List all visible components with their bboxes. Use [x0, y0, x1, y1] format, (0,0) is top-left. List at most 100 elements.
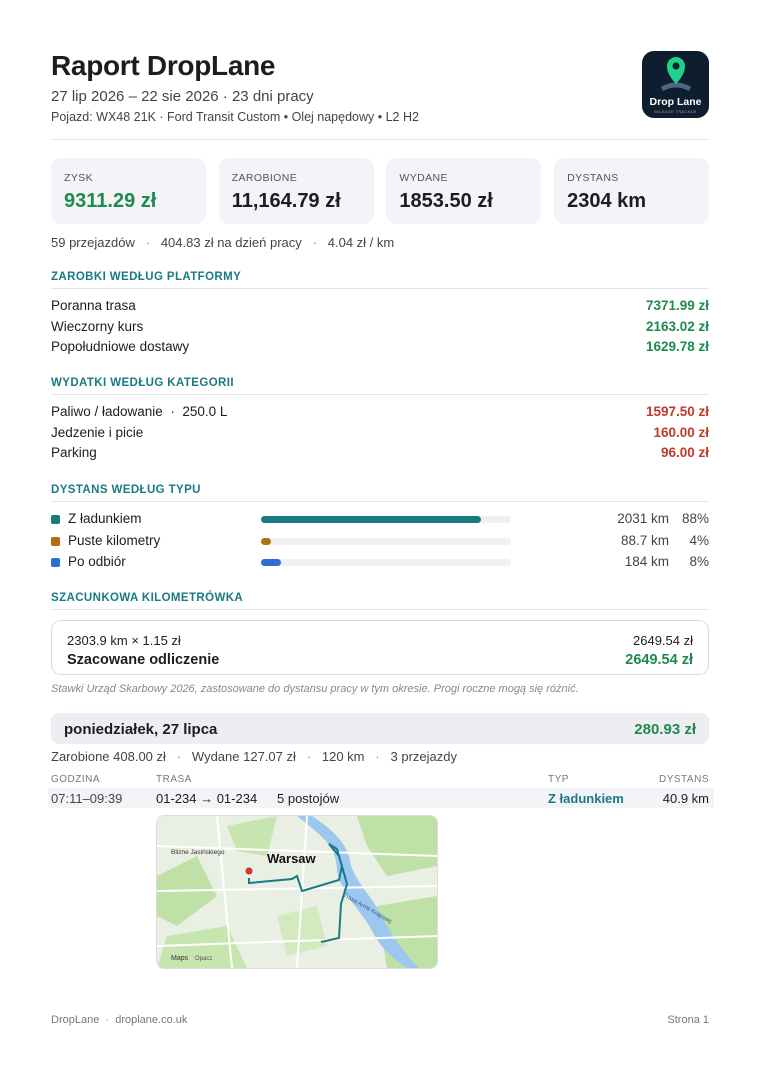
logo-name: Drop Lane — [649, 96, 702, 108]
separator: · — [162, 404, 183, 419]
mileage-note: Stawki Urząd Skarbowy 2026, zastosowane … — [51, 683, 579, 695]
divider — [51, 139, 709, 140]
summary-line: 59 przejazdów · 404.83 zł na dzień pracy… — [51, 235, 394, 250]
separator: · — [301, 235, 328, 250]
separator: · — [165, 749, 192, 764]
expense-label: Jedzenie i picie — [51, 425, 143, 440]
summary-item: droplane.co.uk — [115, 1014, 188, 1026]
kpi-value: 11,164.79 zł — [231, 190, 341, 212]
column-header: DYSTANS — [659, 774, 709, 785]
footer-page: Strona 1 — [667, 1014, 709, 1026]
separator: · — [364, 749, 391, 764]
distance-value: 88.7 km — [620, 532, 669, 548]
deduction-amount: 2649.54 zł — [625, 652, 693, 668]
platform-name: Poranna trasa — [51, 298, 136, 313]
report-title: Raport DropLane — [51, 50, 276, 81]
mileage-box: 2303.9 km × 1.15 zł 2649.54 zł Szacowane… — [51, 620, 709, 675]
summary-item: Zarobione 408.00 zł — [51, 749, 166, 764]
kpi-label: DYSTANS — [567, 172, 619, 184]
decoration — [227, 816, 277, 856]
expense-amount: 160.00 zł — [653, 424, 709, 440]
platform-name: Wieczorny kurs — [51, 318, 144, 334]
trip-type: Z ładunkiem — [548, 791, 624, 806]
summary-item: 404.83 zł na dzień pracy — [160, 235, 302, 250]
distance-share: 8% — [689, 554, 709, 569]
kpi-label: WYDANE — [399, 172, 448, 184]
bar-track — [261, 537, 511, 545]
map-label: Maps — [171, 955, 189, 962]
kpi-label: ZAROBIONE — [231, 172, 298, 184]
platform-amount: 7371.99 zł — [645, 298, 709, 313]
decoration — [245, 867, 253, 875]
decoration — [157, 926, 247, 968]
logo-tagline: MILEAGE TRACKER — [654, 109, 697, 114]
distance-bar — [261, 537, 271, 545]
expense-amount: 1597.50 zł — [645, 404, 709, 419]
kpi-card: ZYSK 9311.29 zł — [51, 158, 206, 224]
legend-swatch — [51, 515, 60, 524]
section-title: WYDATKI WEDŁUG KATEGORII — [51, 377, 234, 389]
summary-item: DropLane — [51, 1014, 100, 1026]
expense-name: Jedzenie i picie — [51, 424, 144, 440]
summary-item: 3 przejazdy — [390, 749, 457, 764]
trip-distance: 40.9 km — [662, 791, 709, 806]
trip-row-bg — [48, 788, 714, 808]
day-title: poniedziałek, 27 lipca — [64, 721, 218, 738]
kpi-card: DYSTANS 2304 km — [554, 158, 710, 224]
summary-item: 4.04 zł / km — [327, 235, 395, 250]
day-header: poniedziałek, 27 lipca 280.93 zł — [51, 713, 709, 744]
kpi-card: WYDANE 1853.50 zł — [386, 158, 542, 224]
expense-detail: 250.0 L — [182, 404, 228, 419]
decoration — [277, 906, 327, 956]
expense-label: Paliwo / ładowanie · 250.0 L — [51, 404, 227, 419]
distance-type: Puste kilometry — [68, 532, 161, 548]
decoration — [672, 62, 680, 70]
distance-bar — [261, 516, 481, 523]
distance-share: 88% — [681, 511, 709, 526]
map-label: Opacz — [195, 956, 212, 962]
legend-swatch — [51, 558, 60, 567]
distance-value: 2031 km — [617, 511, 669, 526]
summary-item: Wydane 127.07 zł — [191, 749, 296, 764]
distance-type: Po odbiór — [68, 554, 126, 569]
trip-stops: 5 postojów — [277, 791, 340, 806]
logo-icon — [660, 57, 692, 92]
decoration — [357, 816, 437, 876]
footer-left: DropLane · droplane.co.uk — [51, 1014, 187, 1026]
kpi-value: 2304 km — [567, 190, 647, 212]
report-period: 27 lip 2026 – 22 sie 2026 · 23 dni pracy — [51, 88, 314, 105]
decoration — [667, 57, 685, 84]
section-title: DYSTANS WEDŁUG TYPU — [51, 484, 201, 496]
deduction-label: Szacowane odliczenie — [67, 652, 220, 668]
section-title: ZAROBKI WEDŁUG PLATFORMY — [51, 271, 242, 283]
summary-item: 59 przejazdów — [51, 235, 135, 250]
platform-amount: 2163.02 zł — [645, 318, 709, 334]
expense-name: Parking — [51, 445, 97, 460]
decoration — [248, 843, 349, 943]
legend-swatch — [51, 536, 60, 546]
divider — [51, 609, 709, 610]
bar-track — [261, 559, 511, 566]
distance-type: Z ładunkiem — [68, 511, 142, 526]
vehicle-info: Pojazd: WX48 21K · Ford Transit Custom •… — [51, 110, 419, 124]
platform-name: Popołudniowe dostawy — [51, 339, 190, 354]
separator: · — [99, 1014, 116, 1026]
separator: · — [134, 235, 161, 250]
column-header: TRASA — [156, 774, 192, 785]
distance-value: 184 km — [624, 554, 669, 569]
divider — [51, 394, 709, 395]
distance-bar — [261, 559, 281, 566]
expense-name: Paliwo / ładowanie — [51, 404, 163, 419]
trip-time: 07:11–09:39 — [51, 791, 123, 806]
distance-share: 4% — [689, 532, 709, 548]
map-label: Warsaw — [267, 851, 317, 866]
divider — [51, 501, 709, 502]
platform-amount: 1629.78 zł — [645, 339, 709, 354]
map-label: Blizne Jasińskiego — [171, 849, 225, 856]
kpi-value: 1853.50 zł — [399, 190, 493, 212]
mileage-formula-amount: 2649.54 zł — [633, 633, 693, 648]
day-total: 280.93 zł — [634, 721, 696, 738]
decoration — [660, 82, 692, 92]
section-title: SZACUNKOWA KILOMETRÓWKA — [51, 592, 244, 604]
